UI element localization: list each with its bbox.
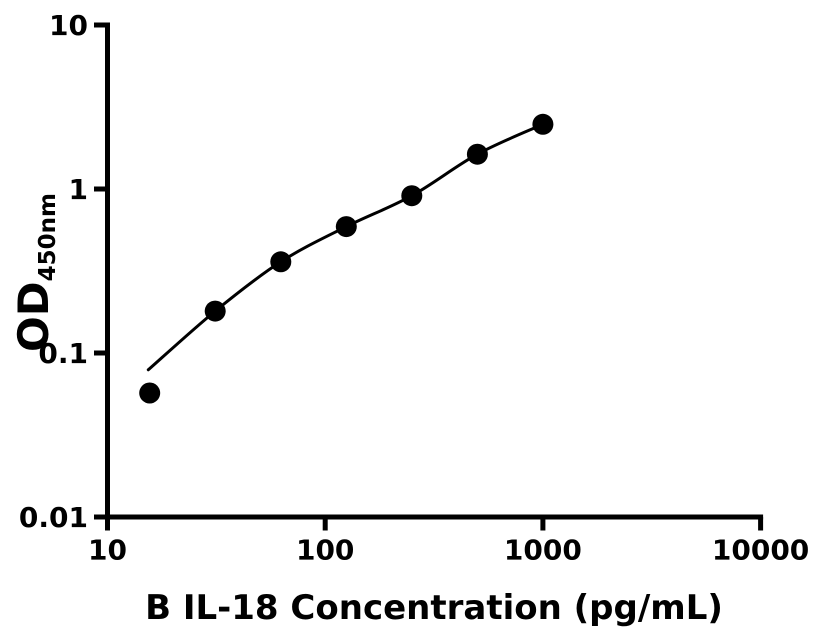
data-point xyxy=(270,251,292,273)
axes-layer xyxy=(94,22,764,531)
y-tick-label: 1 xyxy=(69,173,88,206)
data-points-layer xyxy=(139,113,554,404)
x-axis-title: B IL-18 Concentration (pg/mL) xyxy=(145,588,723,628)
y-axis-title-subscript: 450nm xyxy=(35,193,61,281)
x-tick-label: 10000 xyxy=(712,534,809,567)
data-point xyxy=(335,216,357,238)
y-tick-label: 0.01 xyxy=(19,501,88,534)
y-tick-label: 10 xyxy=(49,9,88,42)
data-point xyxy=(204,300,226,322)
y-axis-title: OD450nm xyxy=(9,193,61,352)
y-tick-label: 0.1 xyxy=(38,337,88,370)
x-tick-label: 1000 xyxy=(504,534,582,567)
data-point xyxy=(466,143,488,165)
x-tick-label: 10 xyxy=(88,534,127,567)
y-axis-title-main: OD xyxy=(9,281,58,352)
data-point xyxy=(532,113,554,135)
x-tick-label: 100 xyxy=(296,534,354,567)
data-point xyxy=(401,185,423,207)
data-point xyxy=(139,382,161,404)
